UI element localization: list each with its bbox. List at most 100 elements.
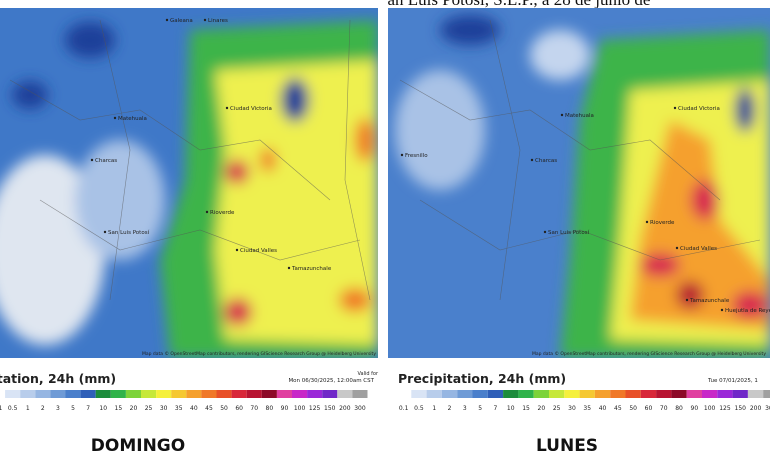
legend-swatch: [396, 390, 412, 398]
place-label: Matehuala: [565, 113, 594, 119]
legend-swatch: [216, 390, 232, 398]
legend-swatch: [337, 390, 353, 398]
legend-label: 20: [130, 405, 138, 412]
legend-label: 10: [507, 405, 515, 412]
legend-swatch: [35, 390, 51, 398]
legend-swatch: [110, 390, 126, 398]
place-label: Matehuala: [118, 116, 147, 122]
legend-swatch: [747, 390, 764, 398]
legend-label: 100: [294, 405, 306, 412]
legend-swatch: [640, 390, 657, 398]
legend-swatch: [50, 390, 66, 398]
legend-swatch: [411, 390, 427, 398]
legend-swatch: [426, 390, 442, 398]
legend-label: 80: [266, 405, 274, 412]
place-label: Galeana: [170, 18, 193, 24]
map-right: [388, 8, 770, 358]
legend-swatch: [625, 390, 641, 398]
legend-label: 40: [190, 405, 198, 412]
legend-swatch: [261, 390, 277, 398]
legend-label: 90: [691, 405, 699, 412]
legend-swatch: [141, 390, 157, 398]
legend-swatch: [533, 390, 549, 398]
place-dot: [720, 308, 724, 312]
legend-swatch: [487, 390, 504, 398]
legend-label: 0.1: [0, 405, 3, 412]
legend-label: 150: [735, 405, 747, 412]
legend-label: 15: [115, 405, 123, 412]
place-dot: [205, 210, 209, 214]
legend-label: 2: [41, 405, 45, 412]
legend-label: 30: [160, 405, 168, 412]
legend-swatch: [686, 390, 702, 398]
legend-label: 45: [614, 405, 622, 412]
valid-time: Mon 06/30/2025, 12:00am CST: [288, 378, 374, 384]
legend-swatch: [201, 390, 217, 398]
map-left: [0, 8, 378, 358]
legend-label: 200: [750, 405, 762, 412]
legend-swatch: [276, 390, 292, 398]
place-label: Rioverde: [210, 210, 235, 216]
legend-swatch: [5, 390, 21, 398]
legend-swatch: [95, 390, 111, 398]
place-dot: [673, 106, 677, 110]
place-dot: [203, 18, 207, 22]
legend-swatch: [671, 390, 687, 398]
legend-label: 80: [675, 405, 683, 412]
legend-title: Precipitation, 24h (mm): [0, 371, 116, 386]
legend-label: 35: [175, 405, 183, 412]
legend-swatch: [594, 390, 611, 398]
legend-swatch: [717, 390, 733, 398]
legend-label: 7: [494, 405, 498, 412]
day-label: DOMINGO: [91, 436, 185, 456]
legend-swatch: [0, 390, 6, 398]
place-label: Ciudad Valles: [240, 248, 277, 254]
legend-swatch: [322, 390, 338, 398]
legend-swatch: [656, 390, 672, 398]
legend-label: 15: [522, 405, 530, 412]
place-dot: [225, 106, 229, 110]
legend-swatch: [246, 390, 262, 398]
place-dot: [235, 248, 239, 252]
legend-label: 1: [26, 405, 30, 412]
legend-label: 125: [719, 405, 731, 412]
place-label: Ciudad Valles: [680, 246, 717, 252]
legend-swatch: [307, 390, 323, 398]
place-label: Rioverde: [650, 220, 675, 226]
legend-swatch: [732, 390, 748, 398]
legend-swatch: [579, 390, 595, 398]
legend-label: 25: [145, 405, 153, 412]
legend-swatch: [441, 390, 458, 398]
legend-label: 50: [220, 405, 228, 412]
legend-label: 35: [583, 405, 591, 412]
place-label: Tamazunchale: [291, 266, 332, 272]
legend-label: 300: [765, 405, 770, 412]
place-dot: [675, 246, 679, 250]
place-label: Charcas: [535, 158, 557, 164]
place-label: Huejutla de Reyes: [725, 308, 770, 314]
legend-swatch: [549, 390, 565, 398]
legend-label: 45: [205, 405, 213, 412]
place-label: San Luis Potosí: [108, 229, 150, 236]
place-label: Linares: [208, 18, 228, 24]
legend-label: 0.5: [8, 405, 18, 412]
place-dot: [287, 266, 291, 270]
legend-label: 2: [448, 405, 452, 412]
legend-label: 40: [599, 405, 607, 412]
legend-swatch: [125, 390, 141, 398]
map-attribution: Map data © OpenStreetMap contributors, r…: [142, 350, 376, 357]
legend-label: 300: [354, 405, 366, 412]
legend-swatch: [610, 390, 626, 398]
place-dot: [685, 298, 689, 302]
legend-label: 60: [645, 405, 653, 412]
legend-title: Precipitation, 24h (mm): [398, 371, 566, 386]
legend-label: 60: [235, 405, 243, 412]
legend-swatch: [472, 390, 488, 398]
legend-label: 30: [568, 405, 576, 412]
legend-swatch: [231, 390, 247, 398]
place-label: San Luis Potosí: [548, 229, 590, 236]
legend-label: 25: [553, 405, 561, 412]
day-label: LUNES: [536, 436, 598, 456]
header: San Luis Potosí, S.L.P., a 28 de junio d…: [378, 0, 650, 9]
